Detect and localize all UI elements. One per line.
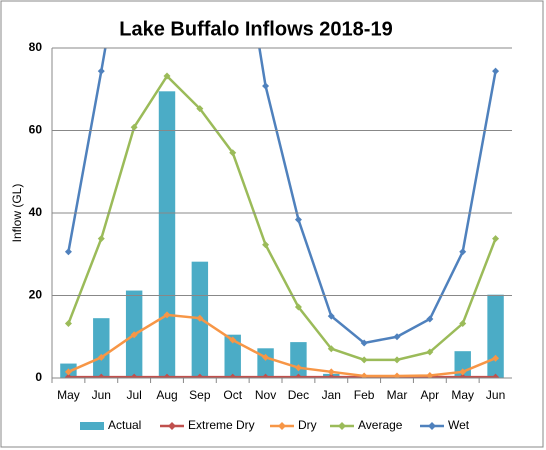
chart-title: Lake Buffalo Inflows 2018-19: [119, 18, 392, 40]
legend-marker: [338, 422, 346, 430]
legend-label: Actual: [108, 418, 141, 432]
marker: [327, 373, 335, 378]
marker: [492, 67, 500, 75]
marker: [426, 348, 434, 356]
marker: [360, 339, 368, 347]
marker: [163, 373, 171, 378]
bar: [224, 334, 241, 378]
y-tick-label: 40: [29, 205, 43, 219]
marker: [130, 373, 138, 378]
marker: [294, 364, 302, 372]
marker: [130, 331, 138, 339]
marker: [97, 67, 105, 75]
marker: [163, 72, 171, 80]
legend-marker: [168, 422, 176, 430]
legend-marker: [278, 422, 286, 430]
x-tick-label: Dec: [288, 388, 309, 402]
marker: [64, 248, 72, 256]
marker: [492, 354, 500, 362]
y-tick-label: 0: [35, 370, 42, 384]
marker: [459, 248, 467, 256]
marker: [229, 149, 237, 157]
y-tick-label: 60: [29, 123, 43, 137]
marker: [163, 311, 171, 319]
marker: [64, 368, 72, 376]
legend-marker: [428, 422, 436, 430]
marker: [360, 372, 368, 378]
legend-label: Extreme Dry: [188, 418, 255, 432]
y-tick-label: 80: [29, 40, 43, 54]
marker: [459, 320, 467, 328]
marker: [196, 373, 204, 378]
bar: [93, 318, 110, 378]
line: [67, 74, 497, 362]
legend-label: Average: [358, 418, 403, 432]
x-tick-label: Aug: [156, 388, 177, 402]
marker: [262, 353, 270, 361]
marker: [262, 241, 270, 249]
x-tick-label: Jul: [126, 388, 141, 402]
marker: [393, 372, 401, 378]
marker: [492, 235, 500, 243]
marker: [64, 320, 72, 328]
marker: [262, 82, 270, 90]
legend-label: Dry: [298, 418, 317, 432]
bar: [487, 294, 504, 378]
x-tick-label: May: [57, 388, 80, 402]
x-tick-label: Jun: [486, 388, 505, 402]
x-tick-label: Mar: [387, 388, 408, 402]
y-tick-label: 20: [29, 288, 43, 302]
marker: [130, 123, 138, 131]
line: [67, 48, 497, 345]
marker: [327, 345, 335, 353]
marker: [327, 312, 335, 320]
marker: [294, 216, 302, 224]
marker: [393, 333, 401, 341]
marker: [229, 373, 237, 378]
plot-area: [60, 48, 504, 378]
bar: [290, 342, 307, 378]
marker: [97, 353, 105, 361]
x-tick-label: Apr: [421, 388, 440, 402]
marker: [426, 315, 434, 323]
marker: [196, 105, 204, 113]
line: [67, 313, 497, 378]
marker: [492, 373, 500, 378]
legend-label: Wet: [448, 418, 470, 432]
marker: [459, 368, 467, 376]
marker: [459, 373, 467, 378]
x-tick-label: Sep: [189, 388, 211, 402]
marker: [327, 368, 335, 376]
marker: [229, 336, 237, 344]
bar: [257, 348, 274, 378]
bar: [158, 91, 176, 378]
marker: [97, 373, 105, 378]
marker: [360, 356, 368, 364]
x-tick-label: Jun: [92, 388, 111, 402]
marker: [294, 303, 302, 311]
marker: [196, 314, 204, 322]
marker: [393, 356, 401, 364]
marker: [262, 373, 270, 378]
marker: [426, 372, 434, 378]
legend-swatch: [80, 422, 104, 430]
x-tick-label: May: [451, 388, 474, 402]
marker: [97, 235, 105, 243]
x-tick-label: Oct: [223, 388, 242, 402]
x-tick-label: Jan: [322, 388, 341, 402]
x-tick-label: Feb: [354, 388, 375, 402]
marker: [64, 373, 72, 378]
y-axis-label: Inflow (GL): [10, 184, 24, 243]
x-tick-label: Nov: [255, 388, 276, 402]
marker: [294, 373, 302, 378]
